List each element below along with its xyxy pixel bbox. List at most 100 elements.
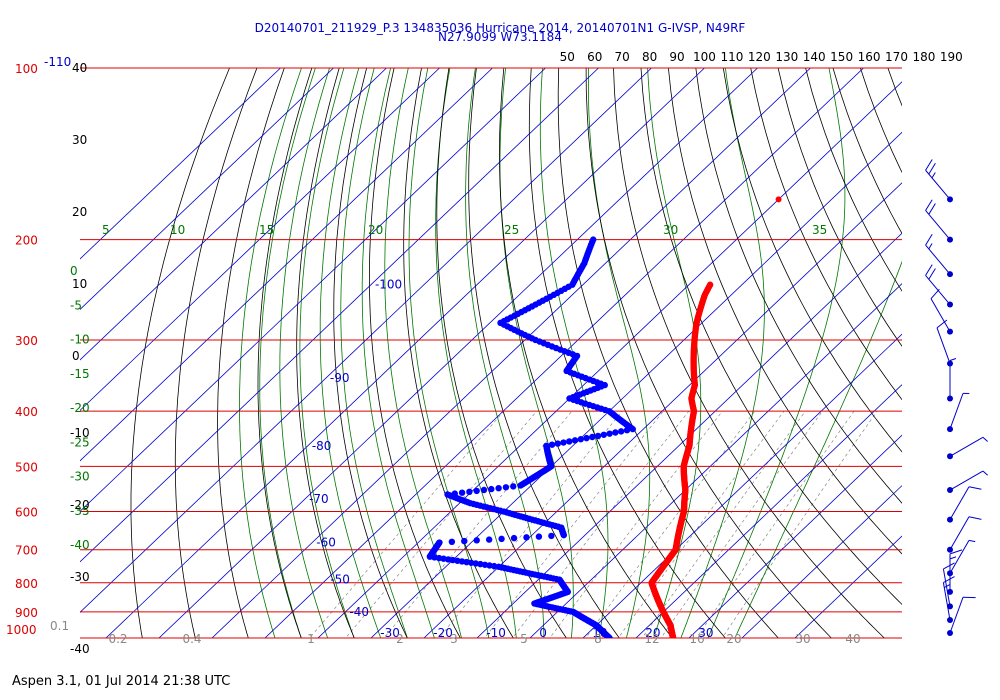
isotherm-line: [80, 68, 652, 613]
top-axis-tick-label: 170: [885, 50, 908, 64]
moist-adiabat-line: [539, 68, 609, 638]
moist-adiabat-label: -15: [70, 367, 90, 381]
wind-barb-staff: [925, 244, 951, 275]
isotherm-line: [741, 485, 902, 638]
footer-timestamp: Aspen 3.1, 01 Jul 2014 21:38 UTC: [12, 674, 231, 689]
isotherm-label: 10: [592, 626, 607, 640]
top-axis-tick-label: 120: [748, 50, 771, 64]
wind-barb-staff: [942, 582, 951, 621]
wind-barb: [947, 436, 988, 460]
mixing-ratio-lines: [309, 410, 878, 638]
isotherm-line: [688, 434, 902, 638]
isotherm-label: -20: [433, 626, 453, 640]
moist-adiabat-line: [361, 68, 435, 638]
isotherm-label: -30: [380, 626, 400, 640]
isotherm-line: [635, 384, 902, 638]
mixing-ratio-label: 0.2: [108, 632, 127, 646]
dry-adiabat-label: -40: [70, 642, 90, 656]
dewpoint-point: [485, 536, 493, 543]
temperature-isolated-point: [775, 196, 782, 203]
dewpoint-point: [589, 433, 596, 441]
dry-adiabat-line: [695, 68, 902, 504]
wind-barb-half-flag: [982, 470, 988, 476]
isotherm-line: [80, 68, 599, 563]
wind-barb-half-flag: [944, 584, 951, 588]
moist-adiabat-line: [435, 68, 517, 638]
wind-barb: [947, 470, 988, 494]
isotherm-line: [264, 68, 864, 638]
wind-barb: [930, 288, 953, 335]
mixing-ratio-label: 40: [845, 632, 860, 646]
dewpoint-point: [473, 487, 480, 495]
wind-barb-flag: [968, 516, 982, 520]
dry-adiabat-line: [403, 68, 514, 638]
dewpoint-point: [600, 431, 608, 438]
dewpoint-point: [502, 484, 510, 491]
top-axis-tick-label: 70: [615, 50, 630, 64]
dewpoint-point: [535, 533, 543, 540]
dry-adiabat-line: [777, 68, 902, 347]
wind-barb-flag: [925, 199, 933, 211]
chart-title-line2: N27.9099 W73.1184: [438, 30, 562, 44]
dry-adiabats: [130, 68, 902, 638]
dewpoint-point: [612, 429, 619, 436]
mixing-ratio-line: [345, 410, 537, 638]
dewpoint-point: [560, 439, 567, 446]
wind-barb-flag: [936, 319, 948, 329]
dewpoint-point: [498, 535, 505, 543]
isotherm-line: [80, 68, 546, 512]
dewpoint-point: [510, 534, 518, 542]
dry-adiabat-line: [333, 68, 408, 638]
dewpoint-point: [495, 484, 502, 492]
dry-adiabat-line: [528, 68, 726, 638]
dry-adiabat-label: -20: [70, 498, 90, 512]
wind-barb-flag: [925, 264, 933, 276]
temperature-point: [669, 634, 677, 638]
mixing-ratio-label: 12: [644, 632, 659, 646]
pressure-tick-label: 600: [15, 506, 38, 520]
dewpoint-point: [510, 483, 517, 490]
isotherm-line: [80, 68, 387, 361]
wind-barb: [942, 576, 955, 624]
wind-barb-flag: [928, 163, 936, 175]
pressure-tick-label: 800: [15, 577, 38, 591]
isotherm-label: -80: [312, 439, 332, 453]
moist-adiabat-label: 20: [368, 223, 383, 237]
wind-barb-staff: [925, 210, 951, 240]
dry-adiabat-label: 0: [72, 349, 80, 363]
dry-adiabat-label: -10: [70, 426, 90, 440]
top-axis-tick-label: 90: [669, 50, 684, 64]
wind-barb-flag: [925, 234, 933, 246]
wind-barb-staff: [942, 568, 951, 607]
moist-adiabat-label: -35: [70, 504, 90, 518]
dewpoint-point: [480, 486, 488, 494]
dewpoint-point: [583, 434, 590, 442]
wind-barb-flag: [925, 159, 933, 171]
wind-barb-flag: [943, 576, 955, 584]
wind-barb-staff: [949, 486, 970, 520]
mixing-ratio-line: [484, 410, 664, 638]
mixing-ratio-label: 30: [795, 632, 810, 646]
wind-barb: [947, 358, 957, 402]
moist-adiabat-line: [319, 68, 382, 638]
moist-adiabat-label: -40: [70, 538, 90, 552]
wind-barb: [925, 264, 953, 308]
isotherm-line: [80, 68, 493, 462]
moist-adiabat-line: [734, 260, 902, 638]
dry-adiabat-label: -30: [70, 570, 90, 584]
dry-adiabat-line: [368, 68, 461, 638]
wind-barb-staff: [949, 436, 984, 457]
isotherm-line: [423, 182, 902, 638]
pressure-tick-label: 700: [15, 544, 38, 558]
dewpoint-point: [554, 440, 561, 447]
dry-adiabat-label: 40: [72, 61, 87, 75]
pressure-tick-label: 200: [15, 234, 38, 248]
moist-adiabat-label: -10: [70, 333, 90, 347]
dry-adiabat-line: [557, 68, 779, 638]
wind-barb: [925, 199, 953, 243]
dewpoint-point: [571, 437, 579, 444]
wind-barb-half-flag: [949, 358, 957, 361]
wind-barb-half-flag: [968, 539, 976, 543]
isotherm-label: -110: [44, 55, 71, 69]
